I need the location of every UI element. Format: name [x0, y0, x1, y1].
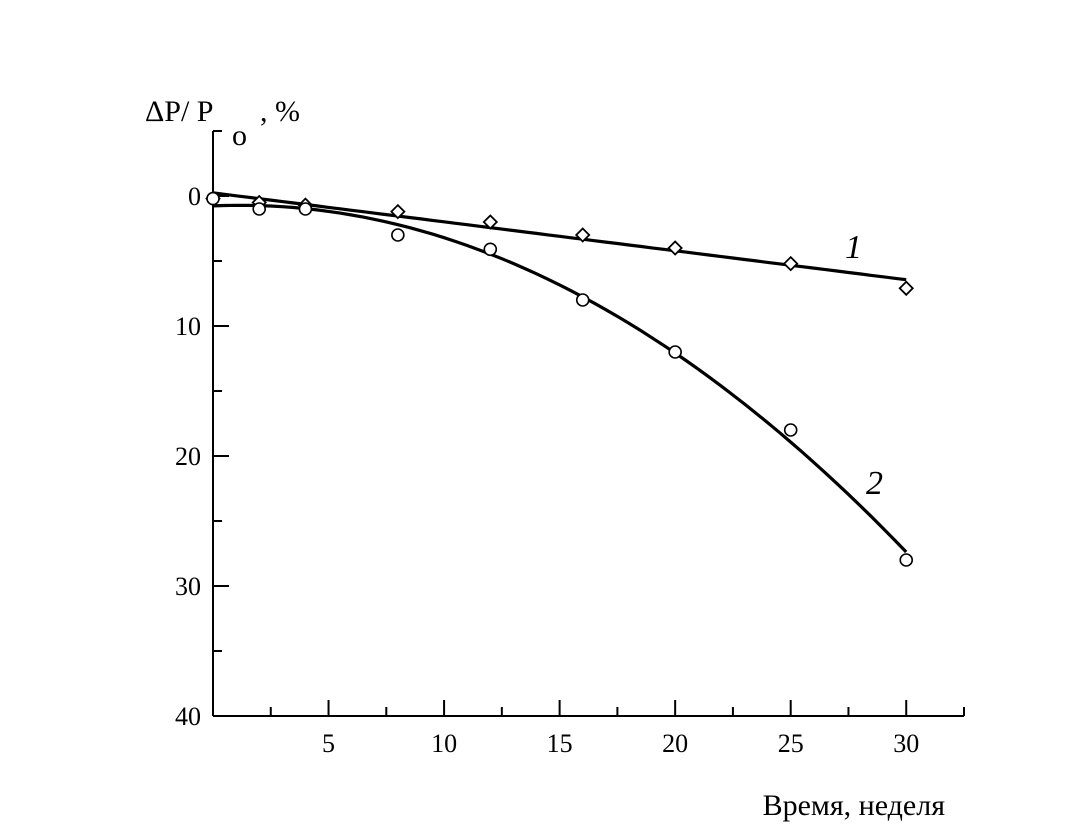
- x-tick-label: 15: [547, 729, 573, 758]
- y-tick-label: 20: [175, 442, 201, 471]
- series-1-point: [574, 227, 591, 243]
- series-2-point: [206, 191, 220, 206]
- y-axis-label: ΔP/ P o , %: [145, 95, 300, 152]
- series-markers: [205, 190, 915, 567]
- x-tick-label: 30: [893, 729, 919, 758]
- x-tick-label: 10: [431, 729, 457, 758]
- x-tick-label: 5: [322, 729, 335, 758]
- series-2-point: [391, 228, 405, 242]
- series-1-line: [212, 191, 907, 282]
- series-2-point: [298, 202, 313, 216]
- y-tick-label: 40: [175, 702, 201, 731]
- series-1-point: [898, 280, 915, 297]
- y-tick-label: 0: [188, 182, 201, 211]
- tick-labels: 5 10 15 20 25 30 0 10 20 30 40: [175, 182, 919, 758]
- series-1-point: [390, 203, 406, 220]
- series-1-point: [667, 240, 683, 256]
- series-2-point: [899, 553, 914, 567]
- series-lines: [212, 191, 908, 554]
- series-2-point: [483, 242, 498, 257]
- y-axis-label-main: ΔP/ P: [145, 95, 213, 128]
- series-1-point: [482, 214, 499, 230]
- y-axis-label-suffix: , %: [260, 95, 300, 128]
- x-tick-label: 25: [778, 729, 804, 758]
- series-2-point: [783, 423, 798, 437]
- y-axis-label-subscript: o: [232, 119, 247, 152]
- axes: [212, 131, 964, 717]
- series-2-line: [212, 203, 908, 554]
- y-tick-label: 10: [175, 312, 201, 341]
- y-tick-label: 30: [175, 572, 201, 601]
- ticks: [213, 130, 965, 717]
- series-2-point: [575, 293, 590, 307]
- series-2-point: [252, 202, 267, 216]
- x-tick-label: 20: [662, 729, 688, 758]
- x-axis-label: Время, неделя: [763, 789, 946, 822]
- series-2-point: [668, 345, 682, 359]
- series-label-1: 1: [845, 229, 862, 266]
- series-label-2: 2: [866, 465, 883, 502]
- series-1-point: [782, 255, 799, 272]
